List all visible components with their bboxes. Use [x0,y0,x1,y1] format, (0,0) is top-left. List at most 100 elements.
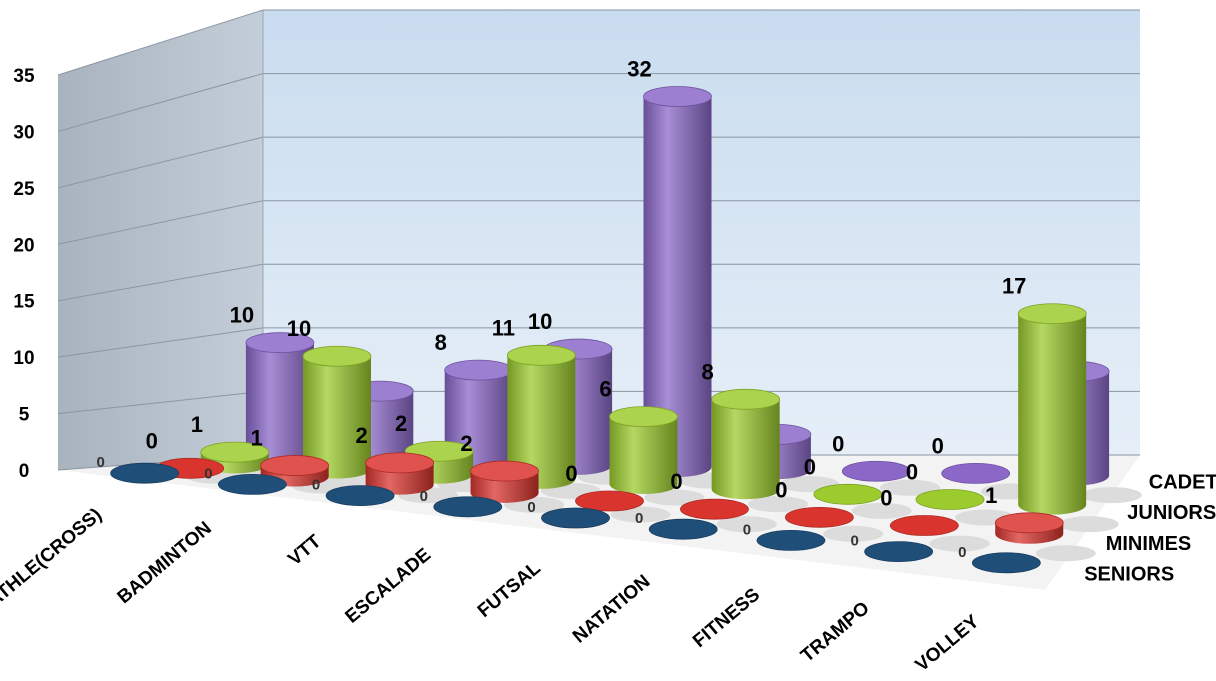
bar-juniors-trampo: 0 [906,459,985,510]
floor-dot [610,506,671,523]
y-tick-label: 30 [13,122,34,143]
bars: 1068103230091102116800170122000010000000… [96,56,1110,574]
bar-body [609,416,678,494]
y-tick-label: 0 [19,461,30,482]
bar-top [470,460,539,482]
floor-dot [1035,545,1096,562]
bar-top [433,496,503,518]
bar-top [217,473,287,495]
bar-top [915,489,985,510]
y-tick-label: 20 [13,235,34,256]
x-tick-label: BADMINTON [114,518,216,608]
data-label: 0 [850,533,858,550]
data-label: 0 [775,477,787,502]
y-tick-label: 25 [13,179,35,200]
bar-seniors-fitness: 0 [743,521,826,551]
gridline-side [57,73,264,132]
data-label: 0 [880,486,892,511]
data-label: 0 [565,461,577,486]
bar-body [245,342,314,469]
bar-top [575,490,644,512]
bar-seniors-escalade: 0 [420,488,503,518]
x-tick-label: VOLLEY [912,611,984,676]
bar-minimes-volley: 1 [985,483,1064,544]
bar-cadets-fitness: 0 [832,431,911,482]
bar-top [444,359,514,381]
x-tick-label: TRAMPO [797,598,874,667]
data-label: 0 [146,428,158,453]
bar-body [507,355,576,489]
bar-top [643,86,712,107]
floor-dot [823,525,884,542]
data-label: 11 [492,315,515,340]
floor-dot [1081,487,1142,504]
bar-seniors-athle-cross: 0 [96,454,180,484]
data-label: 6 [599,377,611,402]
data-label: 0 [96,454,104,471]
data-label: 1 [985,483,997,508]
bar-seniors-volley: 0 [958,544,1041,574]
bar-top [506,344,576,366]
data-label: 10 [528,309,552,334]
bar-seniors-vtt: 0 [312,477,395,507]
series-label: SENIORS [1084,563,1174,585]
bar-top [971,552,1041,574]
bar-top [325,485,395,507]
y-tick-label: 15 [13,292,35,313]
bar-juniors-volley: 17 [1002,274,1087,515]
floor-dot [929,535,990,552]
bar-seniors-badminton: 0 [204,465,287,495]
side-wall [58,10,263,470]
data-label: 0 [635,510,643,527]
bar-minimes-escalade: 2 [460,431,539,503]
floor-dot [748,496,809,513]
data-label: 0 [906,459,918,484]
data-label: 0 [832,431,844,456]
floor-dot [644,489,705,506]
floor-dot [1058,516,1119,533]
data-label: 17 [1002,274,1026,299]
bar-top [680,498,749,520]
x-tick-label: FITNESS [689,584,764,652]
bar-top [784,506,854,528]
y-tick-label: 35 [13,66,35,87]
bar-top [841,460,911,482]
bar-top [864,541,934,562]
bar-top [941,462,1011,484]
data-label: 0 [204,465,212,482]
bar-juniors-badminton: 10 [287,316,372,479]
data-label: 0 [958,544,966,561]
floor-dot [851,502,912,519]
series-labels: CADETS JUNIORS MINIMES SENIORS [1084,472,1216,586]
bar-top [541,507,610,529]
bar-top [1017,303,1087,325]
data-label: 2 [395,411,407,436]
gridline-side [57,200,264,245]
bar-cadets-trampo: 0 [932,433,1011,484]
bar-top [110,462,180,484]
bar-top [711,388,781,410]
bar-top [245,332,315,354]
bar-top [365,452,435,474]
bar-top [302,345,372,367]
bar-top [648,518,718,540]
bar-minimes-natation: 0 [670,469,749,520]
data-label: 32 [627,56,651,81]
bar-minimes-vtt: 2 [355,423,435,495]
gridline-side [57,327,264,358]
data-label: 2 [460,431,472,456]
bar-minimes-badminton: 1 [251,426,330,487]
bar-seniors-trampo: 0 [850,533,934,562]
bar-body [711,399,780,500]
gridline-side [57,390,264,415]
bar-minimes-trampo: 0 [880,486,959,536]
x-tick-label: VTT [284,531,325,570]
y-axis-ticks: 0 5 10 15 20 25 30 35 [13,66,35,482]
data-label: 0 [420,488,428,505]
bar-top [994,512,1064,534]
data-label: 1 [251,426,263,451]
bar-juniors-futsal: 6 [599,377,678,494]
bar-cadets-athle-cross: 10 [230,303,315,469]
gridline-side [57,263,264,302]
